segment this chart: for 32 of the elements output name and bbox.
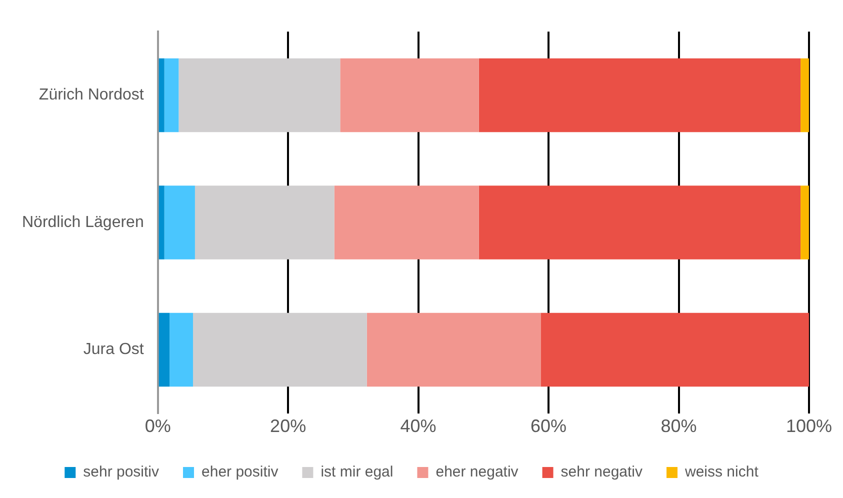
bar: [158, 312, 170, 387]
x-tick-label: 40%: [400, 416, 436, 436]
bar: [164, 186, 195, 260]
legend-label: weiss nicht: [684, 464, 760, 481]
bar: [193, 312, 367, 387]
bar: [340, 58, 479, 132]
x-tick-label: 0%: [144, 416, 171, 436]
bar: [164, 58, 179, 132]
legend-label: eher negativ: [436, 464, 519, 481]
bar: [540, 312, 809, 387]
x-tick-label: 80%: [660, 416, 697, 436]
bar: [158, 58, 164, 132]
bar: [800, 186, 809, 260]
bar: [178, 58, 340, 132]
legend-label: eher positiv: [202, 464, 279, 481]
x-tick-label: 100%: [786, 416, 832, 436]
bar: [194, 186, 334, 260]
x-tick-label: 20%: [270, 416, 306, 436]
legend-label: sehr positiv: [83, 464, 160, 481]
y-tick-label: Zürich Nordost: [38, 86, 144, 104]
bar: [478, 186, 801, 260]
bar: [800, 58, 809, 132]
legend-label: ist mir egal: [320, 464, 394, 481]
bar: [334, 186, 479, 260]
x-tick-label: 60%: [530, 416, 567, 436]
bar: [366, 312, 541, 387]
bar: [170, 312, 194, 387]
y-tick-label: Nördlich Lägeren: [22, 214, 144, 231]
y-tick-label: Jura Ost: [83, 341, 144, 358]
legend-label: sehr negativ: [560, 464, 643, 481]
bar: [478, 58, 801, 132]
bar: [158, 186, 164, 260]
